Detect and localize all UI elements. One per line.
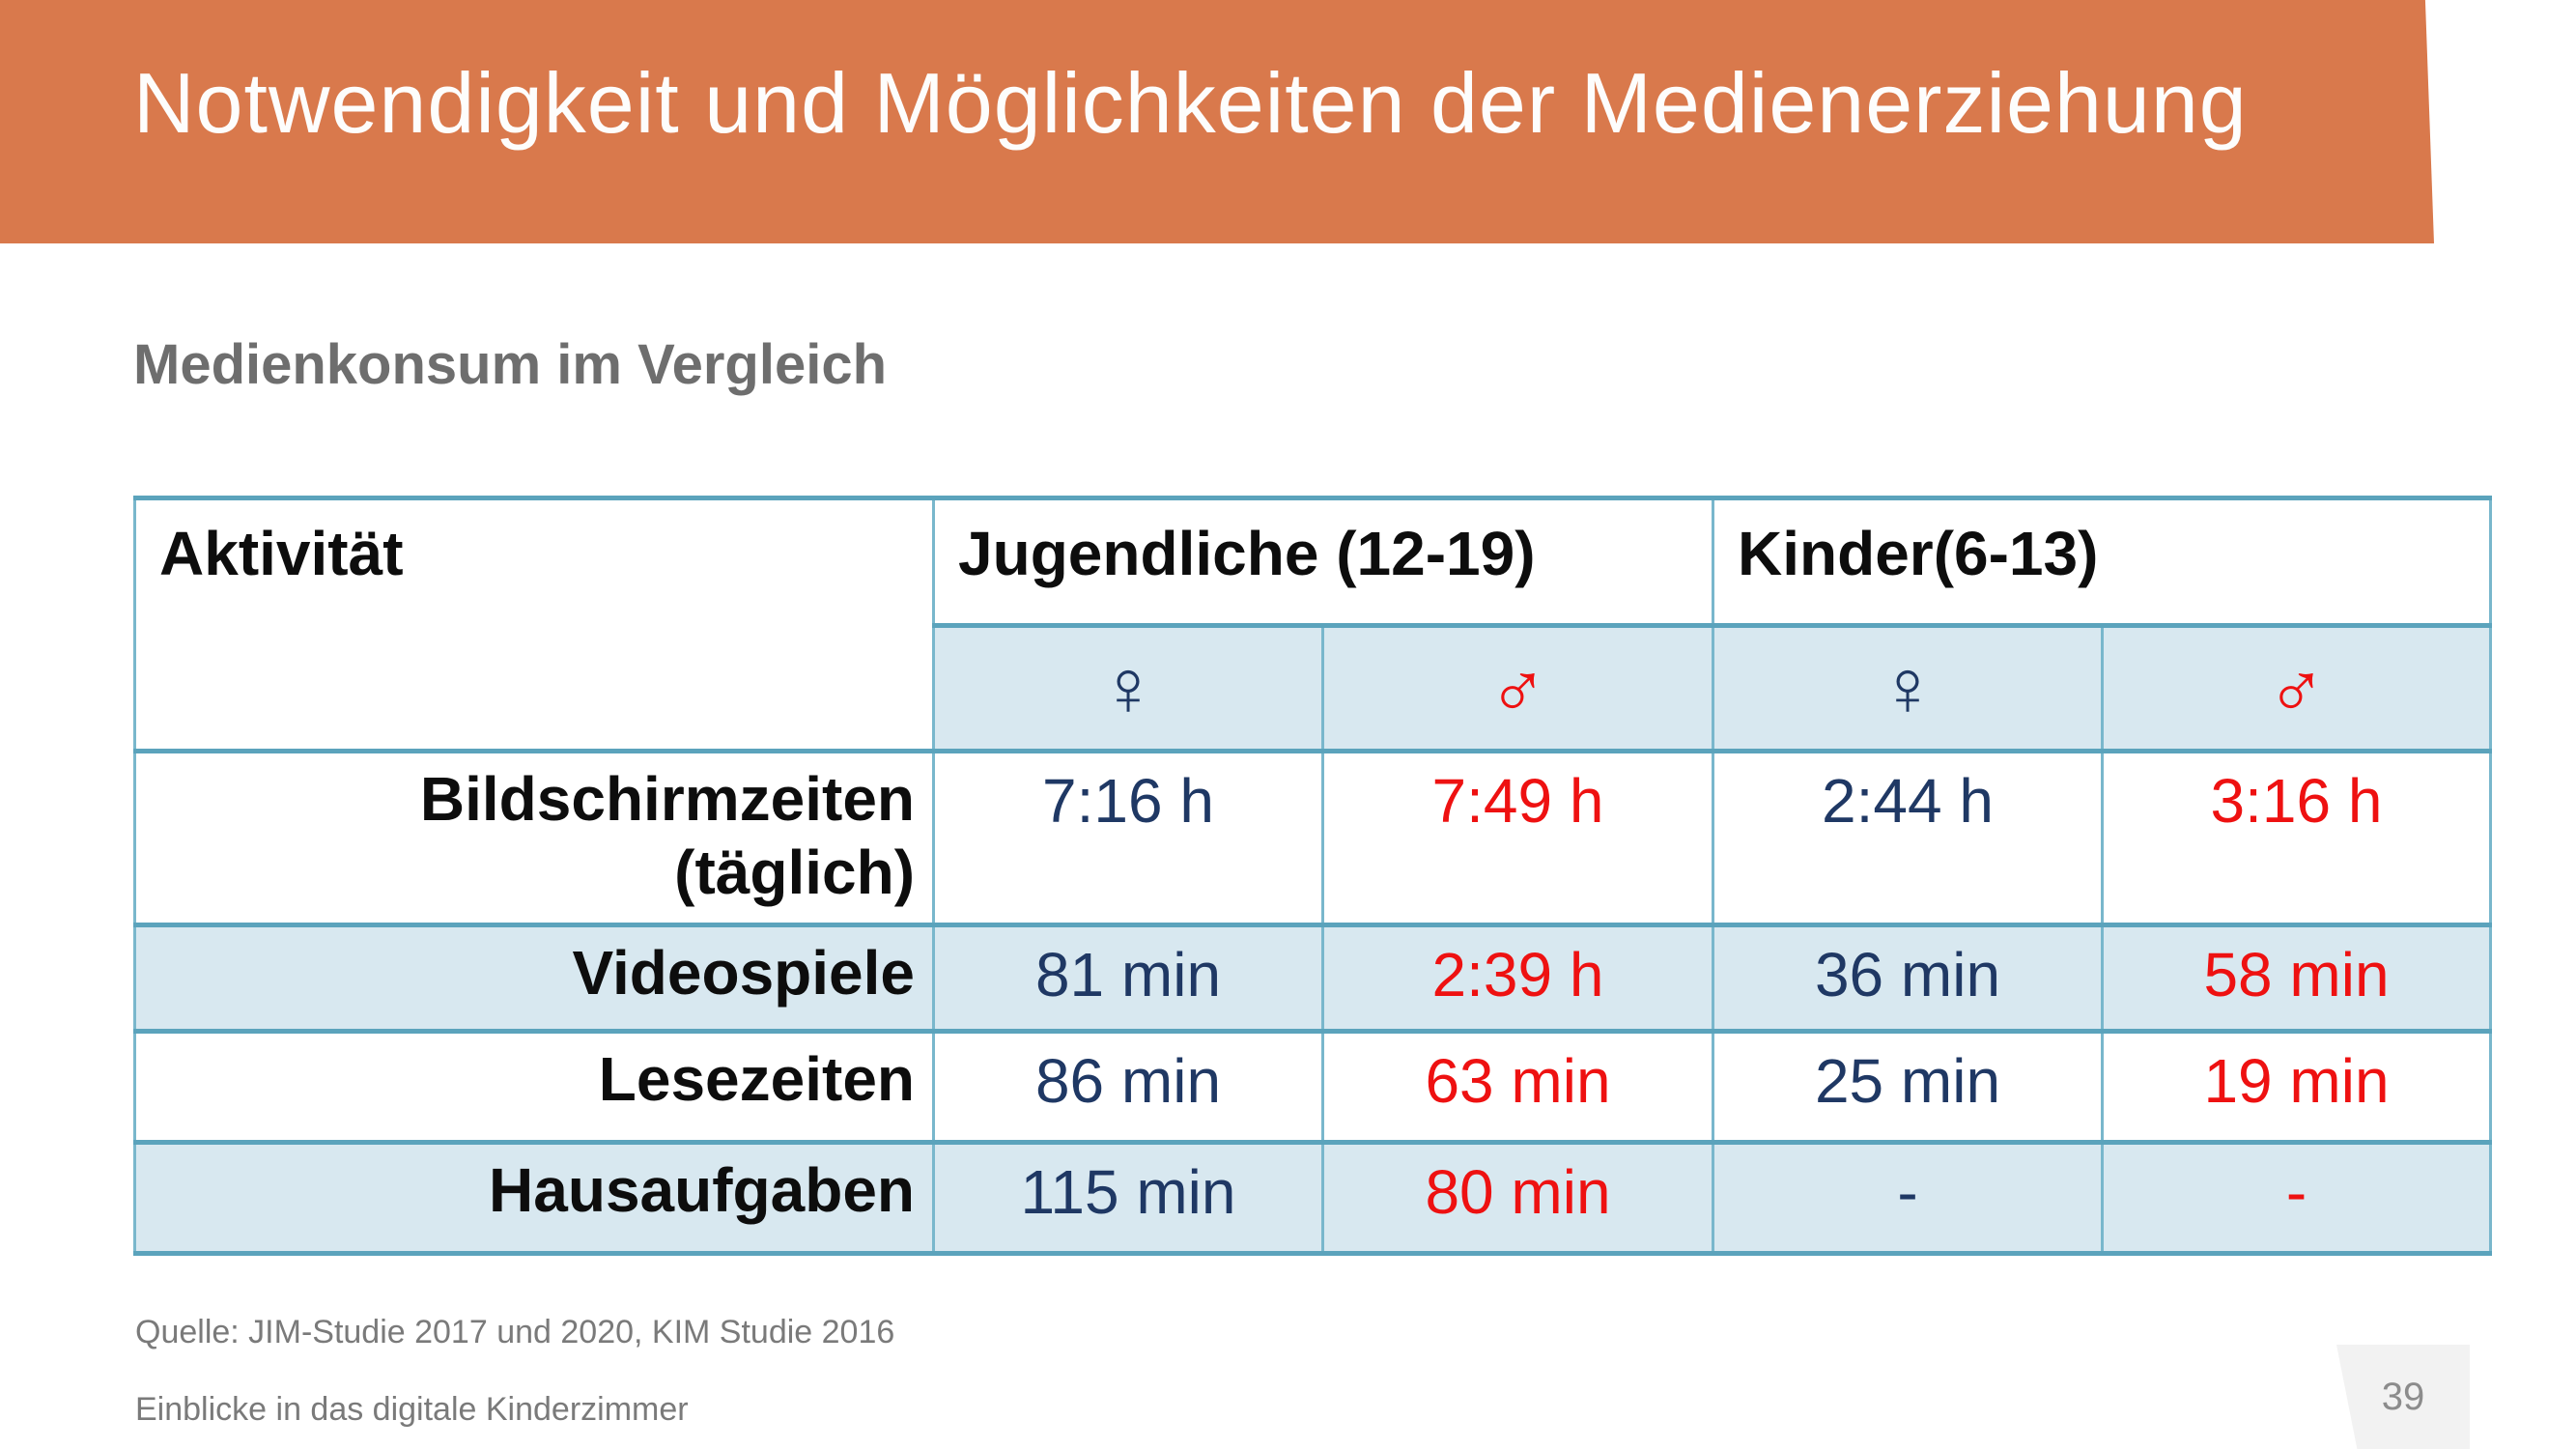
cell-value: 81 min [932, 923, 1324, 1034]
media-consumption-table: Aktivität Jugendliche (12-19) Kinder(6-1… [133, 496, 2492, 1256]
row-label-bildschirmzeiten: Bildschirmzeiten (täglich) [133, 749, 935, 927]
table-header-row: Aktivität Jugendliche (12-19) Kinder(6-1… [133, 496, 2492, 753]
cell-value: - [1712, 1140, 2104, 1256]
header-activity: Aktivität [133, 496, 935, 753]
cell-value: 2:39 h [1321, 923, 1714, 1034]
male-icon: ♂ [2101, 623, 2492, 753]
source-citation: Quelle: JIM-Studie 2017 und 2020, KIM St… [135, 1314, 895, 1350]
cell-value: 7:49 h [1321, 749, 1714, 927]
cell-value: 63 min [1321, 1029, 1714, 1145]
table-row: Hausaufgaben 115 min 80 min - - [133, 1140, 2492, 1256]
page-number-tab: 39 [2336, 1345, 2470, 1449]
cell-value: 86 min [932, 1029, 1324, 1145]
female-icon: ♀ [1712, 623, 2104, 753]
cell-value: 58 min [2101, 923, 2492, 1034]
cell-value: 80 min [1321, 1140, 1714, 1256]
table-row: Videospiele 81 min 2:39 h 36 min 58 min [133, 923, 2492, 1034]
cell-value: 3:16 h [2101, 749, 2492, 927]
title-banner: Notwendigkeit und Möglichkeiten der Medi… [0, 0, 2434, 243]
male-icon: ♂ [1321, 623, 1714, 753]
header-jugendliche: Jugendliche (12-19) [932, 496, 1714, 628]
cell-value: 25 min [1712, 1029, 2104, 1145]
row-label-lesezeiten: Lesezeiten [133, 1029, 935, 1145]
row-label-text: Videospiele [572, 938, 915, 1008]
row-label-text: Hausaufgaben [489, 1155, 915, 1225]
row-label-text: (täglich) [674, 837, 915, 907]
cell-value: 7:16 h [932, 749, 1324, 927]
gender-header-row: ♀ ♂ ♀ ♂ [135, 623, 2492, 753]
cell-value: 19 min [2101, 1029, 2492, 1145]
row-label-text: Bildschirmzeiten [419, 764, 915, 834]
cell-value: 2:44 h [1712, 749, 2104, 927]
table-row: Bildschirmzeiten (täglich) 7:16 h 7:49 h… [133, 749, 2492, 927]
slide-title: Notwendigkeit und Möglichkeiten der Medi… [133, 55, 2248, 151]
row-label-hausaufgaben: Hausaufgaben [133, 1140, 935, 1256]
female-icon: ♀ [932, 623, 1324, 753]
table-row: Lesezeiten 86 min 63 min 25 min 19 min [133, 1029, 2492, 1145]
cell-value: - [2101, 1140, 2492, 1256]
cell-value: 36 min [1712, 923, 2104, 1034]
cell-value: 115 min [932, 1140, 1324, 1256]
row-label-videospiele: Videospiele [133, 923, 935, 1034]
header-kinder: Kinder(6-13) [1712, 496, 2492, 628]
row-label-text: Lesezeiten [598, 1044, 915, 1114]
footer-text: Einblicke in das digitale Kinderzimmer [135, 1391, 689, 1428]
page-number: 39 [2381, 1375, 2425, 1418]
slide-subtitle: Medienkonsum im Vergleich [133, 333, 887, 396]
